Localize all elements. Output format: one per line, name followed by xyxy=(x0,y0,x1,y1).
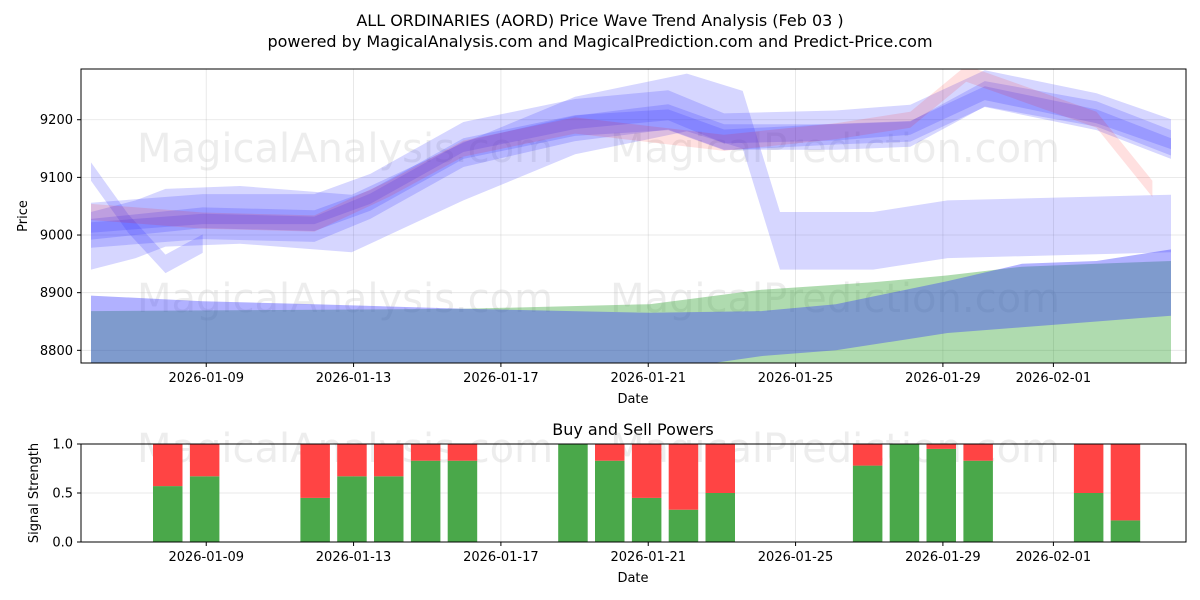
buy-bar xyxy=(1073,493,1104,542)
buy-bar xyxy=(558,444,588,542)
sell-bar xyxy=(337,444,367,477)
price-y-tick-label: 8800 xyxy=(40,344,73,359)
sell-bar xyxy=(410,444,441,461)
price-x-tick-label: 2026-01-25 xyxy=(758,371,834,386)
green-area xyxy=(91,261,1171,363)
chart-subtitle: powered by MagicalAnalysis.com and Magic… xyxy=(267,32,932,51)
price-y-tick-label: 9200 xyxy=(40,113,73,128)
sell-bar xyxy=(852,444,883,466)
watermark-left: MagicalAnalysis.com xyxy=(137,276,553,322)
signal-title: Buy and Sell Powers xyxy=(552,420,714,439)
wave-band-6 xyxy=(91,69,1153,232)
buy-bar xyxy=(1110,520,1141,542)
price-x-tick-label: 2026-01-21 xyxy=(610,371,686,386)
price-x-label: Date xyxy=(617,392,648,407)
sell-bar xyxy=(668,444,699,510)
buy-bar xyxy=(189,476,220,542)
signal-x-tick-label: 2026-01-13 xyxy=(316,550,392,565)
buy-bar xyxy=(668,509,699,542)
buy-bar xyxy=(631,497,662,542)
signal-x-label: Date xyxy=(617,571,648,586)
price-plot-frame xyxy=(80,68,1187,364)
buy-bar xyxy=(374,476,404,542)
buy-bar xyxy=(410,460,441,542)
buy-bar xyxy=(595,460,625,542)
signal-x-tick-label: 2026-01-09 xyxy=(168,550,244,565)
buy-bar xyxy=(447,460,478,542)
price-x-tick-label: 2026-01-09 xyxy=(168,371,244,386)
signal-y-label: Signal Strength xyxy=(27,443,42,543)
chart-title: ALL ORDINARIES (AORD) Price Wave Trend A… xyxy=(356,11,843,30)
wave-band-5 xyxy=(91,162,203,274)
price-x-tick-label: 2026-02-01 xyxy=(1016,371,1092,386)
sell-bar xyxy=(963,444,993,461)
sell-bar xyxy=(926,444,956,449)
sell-bar xyxy=(374,444,404,477)
price-y-tick-label: 9100 xyxy=(40,171,73,186)
sell-bar xyxy=(153,444,183,487)
signal-y-tick-label: 1.0 xyxy=(52,438,73,453)
lower-band xyxy=(91,249,1171,363)
price-panel: MagicalAnalysis.com MagicalPrediction.co… xyxy=(16,68,1187,407)
watermark-right: MagicalPrediction.com xyxy=(610,276,1060,322)
sell-bar xyxy=(1073,444,1104,493)
price-x-tick-label: 2026-01-17 xyxy=(463,371,539,386)
price-x-tick-label: 2026-01-29 xyxy=(905,371,981,386)
wave-band-2 xyxy=(91,81,1171,248)
signal-panel: Buy and Sell Powers MagicalAnalysis.com … xyxy=(27,420,1187,586)
sell-bar xyxy=(631,444,662,498)
sell-bar xyxy=(447,444,478,461)
price-y-tick-label: 9000 xyxy=(40,229,73,244)
buy-bar xyxy=(889,444,920,542)
watermark-right: MagicalPrediction.com xyxy=(610,126,1060,172)
buy-bar xyxy=(926,448,956,542)
wave-band-1 xyxy=(91,86,1171,240)
signal-x-tick-label: 2026-01-17 xyxy=(463,550,539,565)
signal-x-tick-label: 2026-01-29 xyxy=(905,550,981,565)
buy-bar xyxy=(153,486,183,542)
signal-y-tick-label: 0.0 xyxy=(52,536,73,551)
signal-x-tick-label: 2026-01-25 xyxy=(758,550,834,565)
price-y-label: Price xyxy=(16,200,31,232)
buy-bar xyxy=(705,493,735,542)
signal-x-tick-label: 2026-01-21 xyxy=(610,550,686,565)
sell-bar xyxy=(300,444,330,498)
sell-bar xyxy=(595,444,625,461)
watermark-left: MagicalAnalysis.com xyxy=(137,126,553,172)
buy-bar xyxy=(300,497,330,542)
sell-bar xyxy=(189,444,220,477)
wave-band-4 xyxy=(91,73,1171,270)
price-x-tick-label: 2026-01-13 xyxy=(316,371,392,386)
wave-band-3 xyxy=(91,70,1171,233)
buy-bar xyxy=(337,476,367,542)
price-y-tick-label: 8900 xyxy=(40,286,73,301)
sell-bar xyxy=(705,444,735,493)
sell-bar xyxy=(1110,444,1141,521)
buy-bar xyxy=(852,465,883,542)
signal-y-tick-label: 0.5 xyxy=(52,487,73,502)
buy-bar xyxy=(963,460,993,542)
signal-x-tick-label: 2026-02-01 xyxy=(1016,550,1092,565)
